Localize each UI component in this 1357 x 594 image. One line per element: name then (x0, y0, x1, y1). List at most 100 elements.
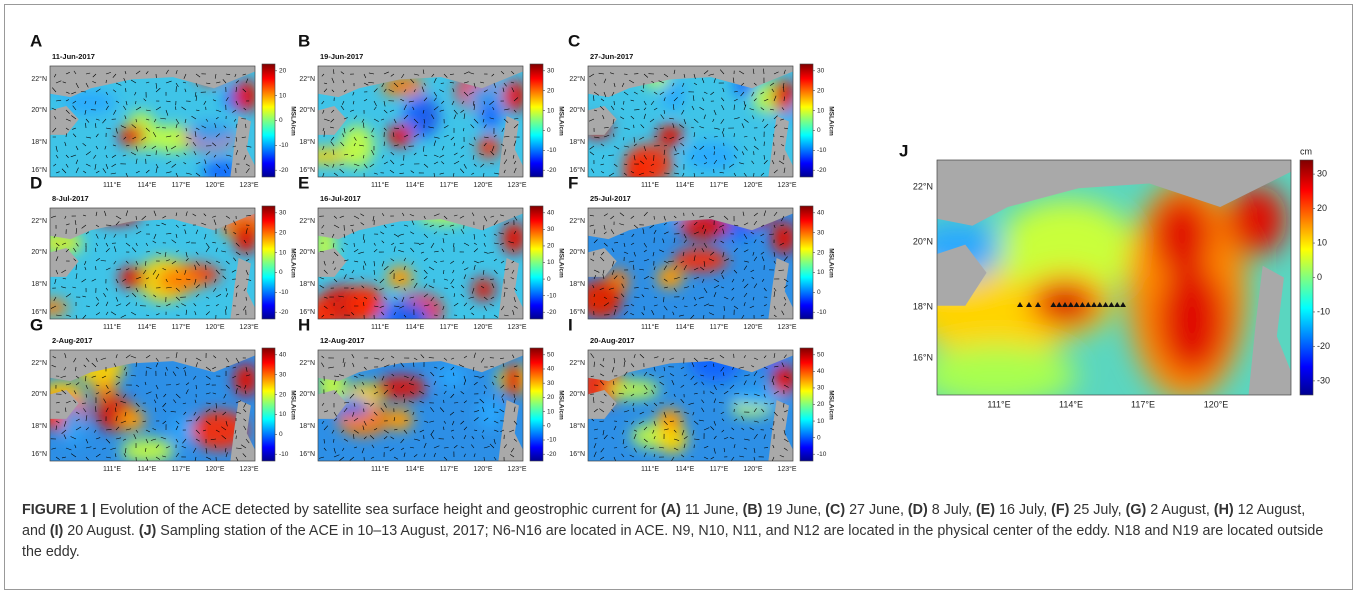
current-arrow (703, 456, 709, 460)
colorbar-tick-label: 20 (817, 249, 825, 256)
current-arrow (593, 91, 600, 96)
colorbar-label: MSLA/cm (289, 390, 296, 420)
current-arrow (225, 420, 228, 427)
current-arrow (733, 104, 735, 111)
current-arrow (620, 116, 625, 120)
current-arrow (423, 283, 428, 289)
colorbar-tick-label: 10 (1317, 237, 1327, 247)
current-arrow (150, 438, 157, 441)
current-arrow (753, 256, 758, 262)
current-arrow (81, 224, 87, 229)
current-arrow (603, 213, 608, 217)
current-arrow (145, 391, 152, 395)
current-arrow (112, 89, 117, 93)
current-arrow (125, 295, 130, 298)
current-arrow (729, 163, 735, 168)
current-arrow (383, 224, 387, 228)
current-arrow (769, 402, 775, 405)
current-arrow (135, 287, 139, 293)
current-arrow (593, 229, 596, 235)
current-arrow (460, 446, 465, 449)
current-arrow (483, 233, 486, 237)
anomaly (684, 140, 738, 171)
current-arrow (390, 73, 395, 77)
current-arrow (653, 420, 656, 426)
current-arrow (463, 242, 470, 246)
current-arrow (753, 357, 759, 360)
current-arrow (692, 242, 695, 247)
map-frame (587, 207, 794, 320)
current-arrow (669, 420, 675, 422)
current-arrow (192, 447, 197, 454)
current-arrow (463, 302, 468, 307)
current-arrow (225, 136, 230, 138)
current-arrow (195, 95, 198, 102)
current-arrow (618, 392, 625, 395)
current-arrow (753, 380, 756, 386)
current-arrow (165, 259, 170, 262)
colorbar-tick-label: 30 (279, 209, 287, 216)
current-arrow (429, 224, 435, 227)
current-arrow (373, 296, 377, 301)
current-arrow (175, 118, 180, 124)
current-arrow (663, 231, 669, 235)
current-arrow (650, 276, 655, 280)
current-arrow (145, 154, 151, 156)
current-arrow (403, 452, 406, 458)
anomaly (50, 298, 69, 317)
current-arrow (743, 374, 750, 377)
current-arrow (713, 159, 718, 165)
current-arrow (643, 73, 649, 78)
caption-bold: (I) (49, 523, 64, 539)
current-arrow (633, 251, 636, 257)
current-arrow (165, 109, 169, 116)
current-arrow (508, 241, 515, 244)
current-arrow (363, 436, 367, 440)
current-arrow (503, 135, 510, 138)
anomalies (318, 208, 523, 319)
current-arrow (235, 80, 239, 84)
current-arrow (463, 453, 466, 458)
current-arrow (235, 456, 239, 461)
current-arrow (783, 278, 789, 282)
current-arrow (195, 73, 201, 78)
current-arrow (65, 72, 70, 75)
current-arrow (205, 304, 210, 307)
current-arrow (743, 292, 748, 298)
current-arrow (442, 314, 445, 319)
current-arrow (782, 418, 785, 422)
current-arrow (593, 302, 595, 307)
current-arrow (708, 258, 715, 262)
current-arrow (85, 446, 92, 449)
current-arrow (503, 169, 506, 174)
current-arrow (599, 408, 605, 413)
current-arrow (194, 311, 197, 316)
lat-label: 16°N (569, 450, 585, 458)
current-arrow (145, 456, 149, 461)
current-arrow (155, 163, 159, 168)
land-luzon (498, 399, 523, 461)
current-arrow (330, 141, 335, 147)
current-arrow (783, 438, 789, 442)
current-arrow (245, 251, 249, 256)
current-arrow (752, 251, 755, 256)
current-arrow (323, 260, 326, 266)
lon-label: 123°E (777, 465, 796, 473)
current-arrow (503, 108, 510, 111)
current-arrow (383, 141, 385, 147)
current-arrow (411, 220, 415, 226)
current-arrow (719, 354, 725, 359)
current-arrow (193, 151, 197, 156)
panel-date: 25-Jul-2017 (590, 194, 631, 203)
current-arrow (443, 125, 449, 129)
current-arrow (599, 105, 605, 111)
current-arrow (410, 78, 415, 84)
current-arrow (460, 293, 465, 298)
current-arrow (221, 435, 227, 440)
current-arrow (93, 154, 97, 159)
current-arrow (243, 305, 247, 311)
land-luzon (230, 115, 255, 177)
current-arrow (491, 145, 495, 152)
current-arrow (643, 402, 649, 407)
colorbar-tick-label: -10 (279, 289, 289, 296)
